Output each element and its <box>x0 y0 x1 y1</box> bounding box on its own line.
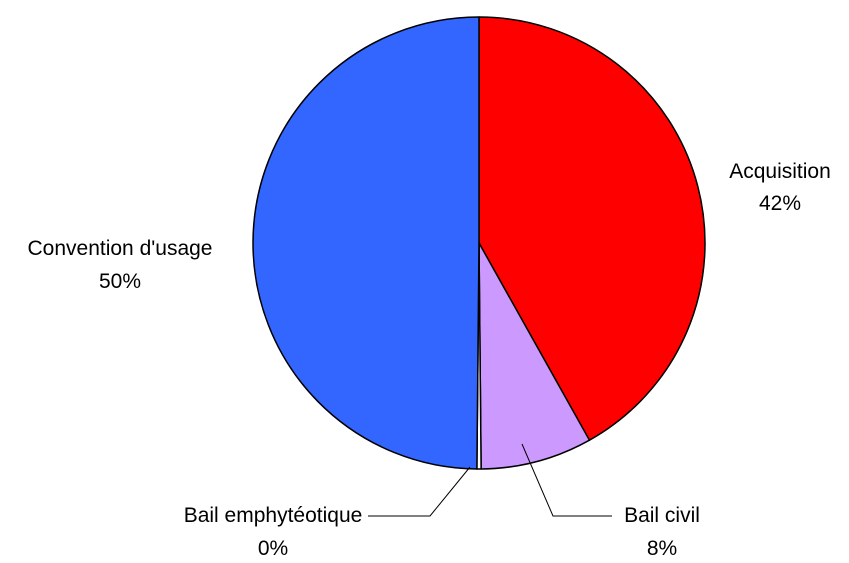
pie-slice-acquisition <box>478 16 706 441</box>
slice-label-bail-civil: Bail civil <box>624 504 700 527</box>
slice-label-convention-d-usage: Convention d'usage <box>28 237 213 260</box>
pie-slice-bail-civil <box>478 242 591 470</box>
pie-slices <box>252 16 706 470</box>
leader-lines <box>368 443 612 517</box>
slice-labels: Acquisition 42% Bail civil 8% Bail emphytéot… <box>28 160 831 560</box>
leader-line-bail-emphyteotique <box>368 466 471 517</box>
slice-value-bail-emphyteotique: 0% <box>258 537 288 560</box>
slice-value-acquisition: 42% <box>759 192 801 215</box>
slice-value-bail-civil: 8% <box>647 537 677 560</box>
slice-label-bail-emphyteotique: Bail emphytéotique <box>184 504 363 527</box>
pie-slice-convention-d-usage <box>252 16 480 470</box>
slice-label-acquisition: Acquisition <box>729 160 831 183</box>
slice-value-convention-d-usage: 50% <box>99 270 141 293</box>
leader-line-bail-civil <box>521 443 612 517</box>
